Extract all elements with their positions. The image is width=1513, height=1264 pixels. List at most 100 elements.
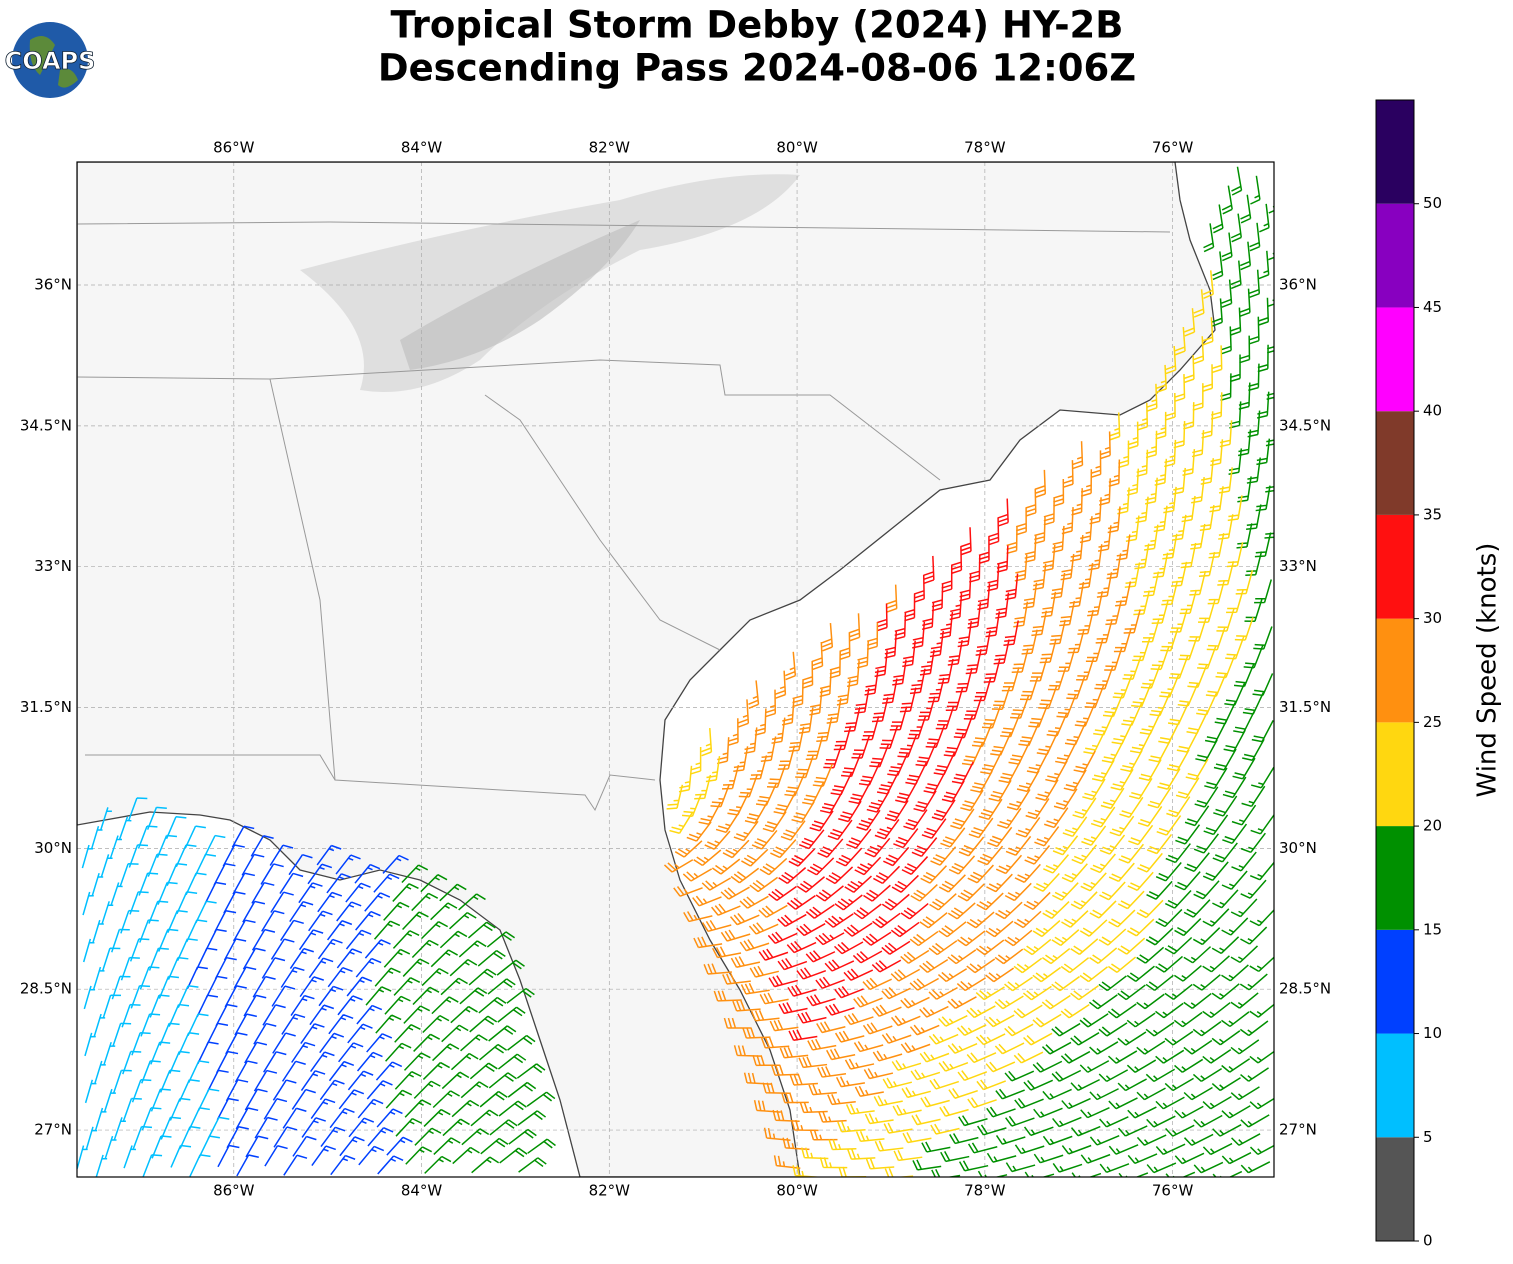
wind-barb <box>1043 854 1069 874</box>
wind-barb <box>815 976 845 990</box>
wind-barb <box>364 892 391 912</box>
wind-barb <box>723 1017 752 1029</box>
wind-barb <box>497 1053 527 1070</box>
wind-barb <box>935 705 955 730</box>
wind-barb <box>1135 496 1149 524</box>
wind-barb <box>738 774 759 798</box>
wind-barb <box>328 1060 355 1082</box>
wind-barb <box>1060 1004 1090 1019</box>
wind-barb <box>1158 721 1180 744</box>
wind-barb <box>1183 946 1212 964</box>
wind-barb <box>891 874 919 893</box>
wind-barb <box>411 939 439 959</box>
wind-barb <box>479 1043 508 1061</box>
wind-barb <box>1230 1039 1260 1055</box>
wind-barb <box>431 996 459 1015</box>
wind-barb <box>975 630 991 656</box>
wind-barb <box>848 781 871 805</box>
wind-barb <box>506 987 535 1004</box>
wind-barb <box>489 1119 518 1136</box>
wind-barb <box>441 1071 470 1090</box>
wind-barb <box>951 546 963 575</box>
wind-barb <box>758 904 788 918</box>
wind-barb <box>243 994 267 1017</box>
wind-barb <box>280 966 305 988</box>
wind-barb <box>411 892 439 912</box>
wind-barb <box>941 780 965 803</box>
wind-barb <box>973 677 992 702</box>
wind-barb <box>711 858 741 875</box>
wind-barb <box>1146 1115 1176 1128</box>
wind-barb <box>1070 1078 1100 1092</box>
wind-barb <box>819 1157 848 1169</box>
wind-barb <box>703 963 732 975</box>
wind-barb <box>958 1115 988 1127</box>
wind-barb <box>1249 861 1274 881</box>
wind-barb <box>430 902 458 921</box>
wind-barb <box>773 1155 801 1169</box>
wind-barb <box>1032 1060 1063 1073</box>
wind-barb <box>1089 947 1118 964</box>
wind-barb <box>420 921 449 940</box>
wind-barb <box>1206 626 1226 651</box>
wind-barb <box>948 1087 978 1099</box>
colorbar-bin <box>1376 826 1414 930</box>
wind-barb <box>784 773 806 797</box>
wind-barb <box>187 1060 210 1083</box>
wind-barb <box>1211 345 1223 374</box>
wind-barb <box>693 849 722 867</box>
wind-barb <box>785 651 797 681</box>
wind-barb <box>1122 656 1142 680</box>
wind-barb <box>1107 1003 1137 1019</box>
wind-barb <box>1255 485 1271 512</box>
wind-barb <box>1098 975 1127 992</box>
wind-barb <box>189 1154 211 1177</box>
wind-barb <box>1184 805 1210 827</box>
colorbar-frame <box>1375 99 1415 1242</box>
wind-barb <box>998 761 1021 784</box>
wind-barb <box>394 1024 421 1043</box>
wind-barb <box>1232 757 1256 780</box>
wind-barb <box>1081 825 1107 846</box>
wind-barb <box>1082 778 1106 801</box>
wind-barb <box>1136 1134 1167 1146</box>
wind-barb <box>806 994 836 1007</box>
wind-barb <box>1099 478 1111 506</box>
wind-barb <box>919 912 948 929</box>
wind-barb <box>185 872 207 896</box>
wind-barb <box>1252 673 1274 697</box>
wind-barb <box>943 733 965 757</box>
wind-barb <box>338 1042 364 1063</box>
wind-barb <box>722 839 750 859</box>
wind-barb <box>1080 1153 1111 1164</box>
wind-barb <box>1033 1153 1064 1164</box>
colorbar-tick-label: 25 <box>1423 713 1442 731</box>
wind-barb <box>233 966 257 989</box>
wind-barb <box>923 771 946 794</box>
wind-barb <box>1145 1068 1176 1083</box>
wind-barb <box>365 986 392 1006</box>
wind-barb <box>1029 657 1048 682</box>
wind-barb <box>1117 487 1130 515</box>
wind-barb <box>291 1041 316 1063</box>
wind-barb <box>915 743 937 767</box>
wind-barb <box>81 844 94 869</box>
wind-barb <box>354 863 381 884</box>
wind-barb <box>91 872 104 897</box>
wind-barb <box>780 820 806 841</box>
wind-barb <box>874 818 900 840</box>
wind-barb <box>1213 748 1237 771</box>
wind-barb <box>1155 1049 1185 1064</box>
wind-barb <box>1051 929 1080 947</box>
wind-barb <box>1111 721 1134 745</box>
chart-title: Tropical Storm Debby (2024) HY-2B <box>391 4 1124 47</box>
wind-barb <box>83 985 96 1010</box>
wind-barb <box>1070 985 1099 1001</box>
wind-barb <box>1061 910 1089 928</box>
wind-barb <box>1240 832 1266 853</box>
wind-barb <box>204 928 227 952</box>
wind-barb <box>963 695 983 720</box>
colorbar-tick-label: 15 <box>1423 920 1442 938</box>
wind-barb <box>488 1072 517 1089</box>
wind-barb <box>825 1003 855 1016</box>
